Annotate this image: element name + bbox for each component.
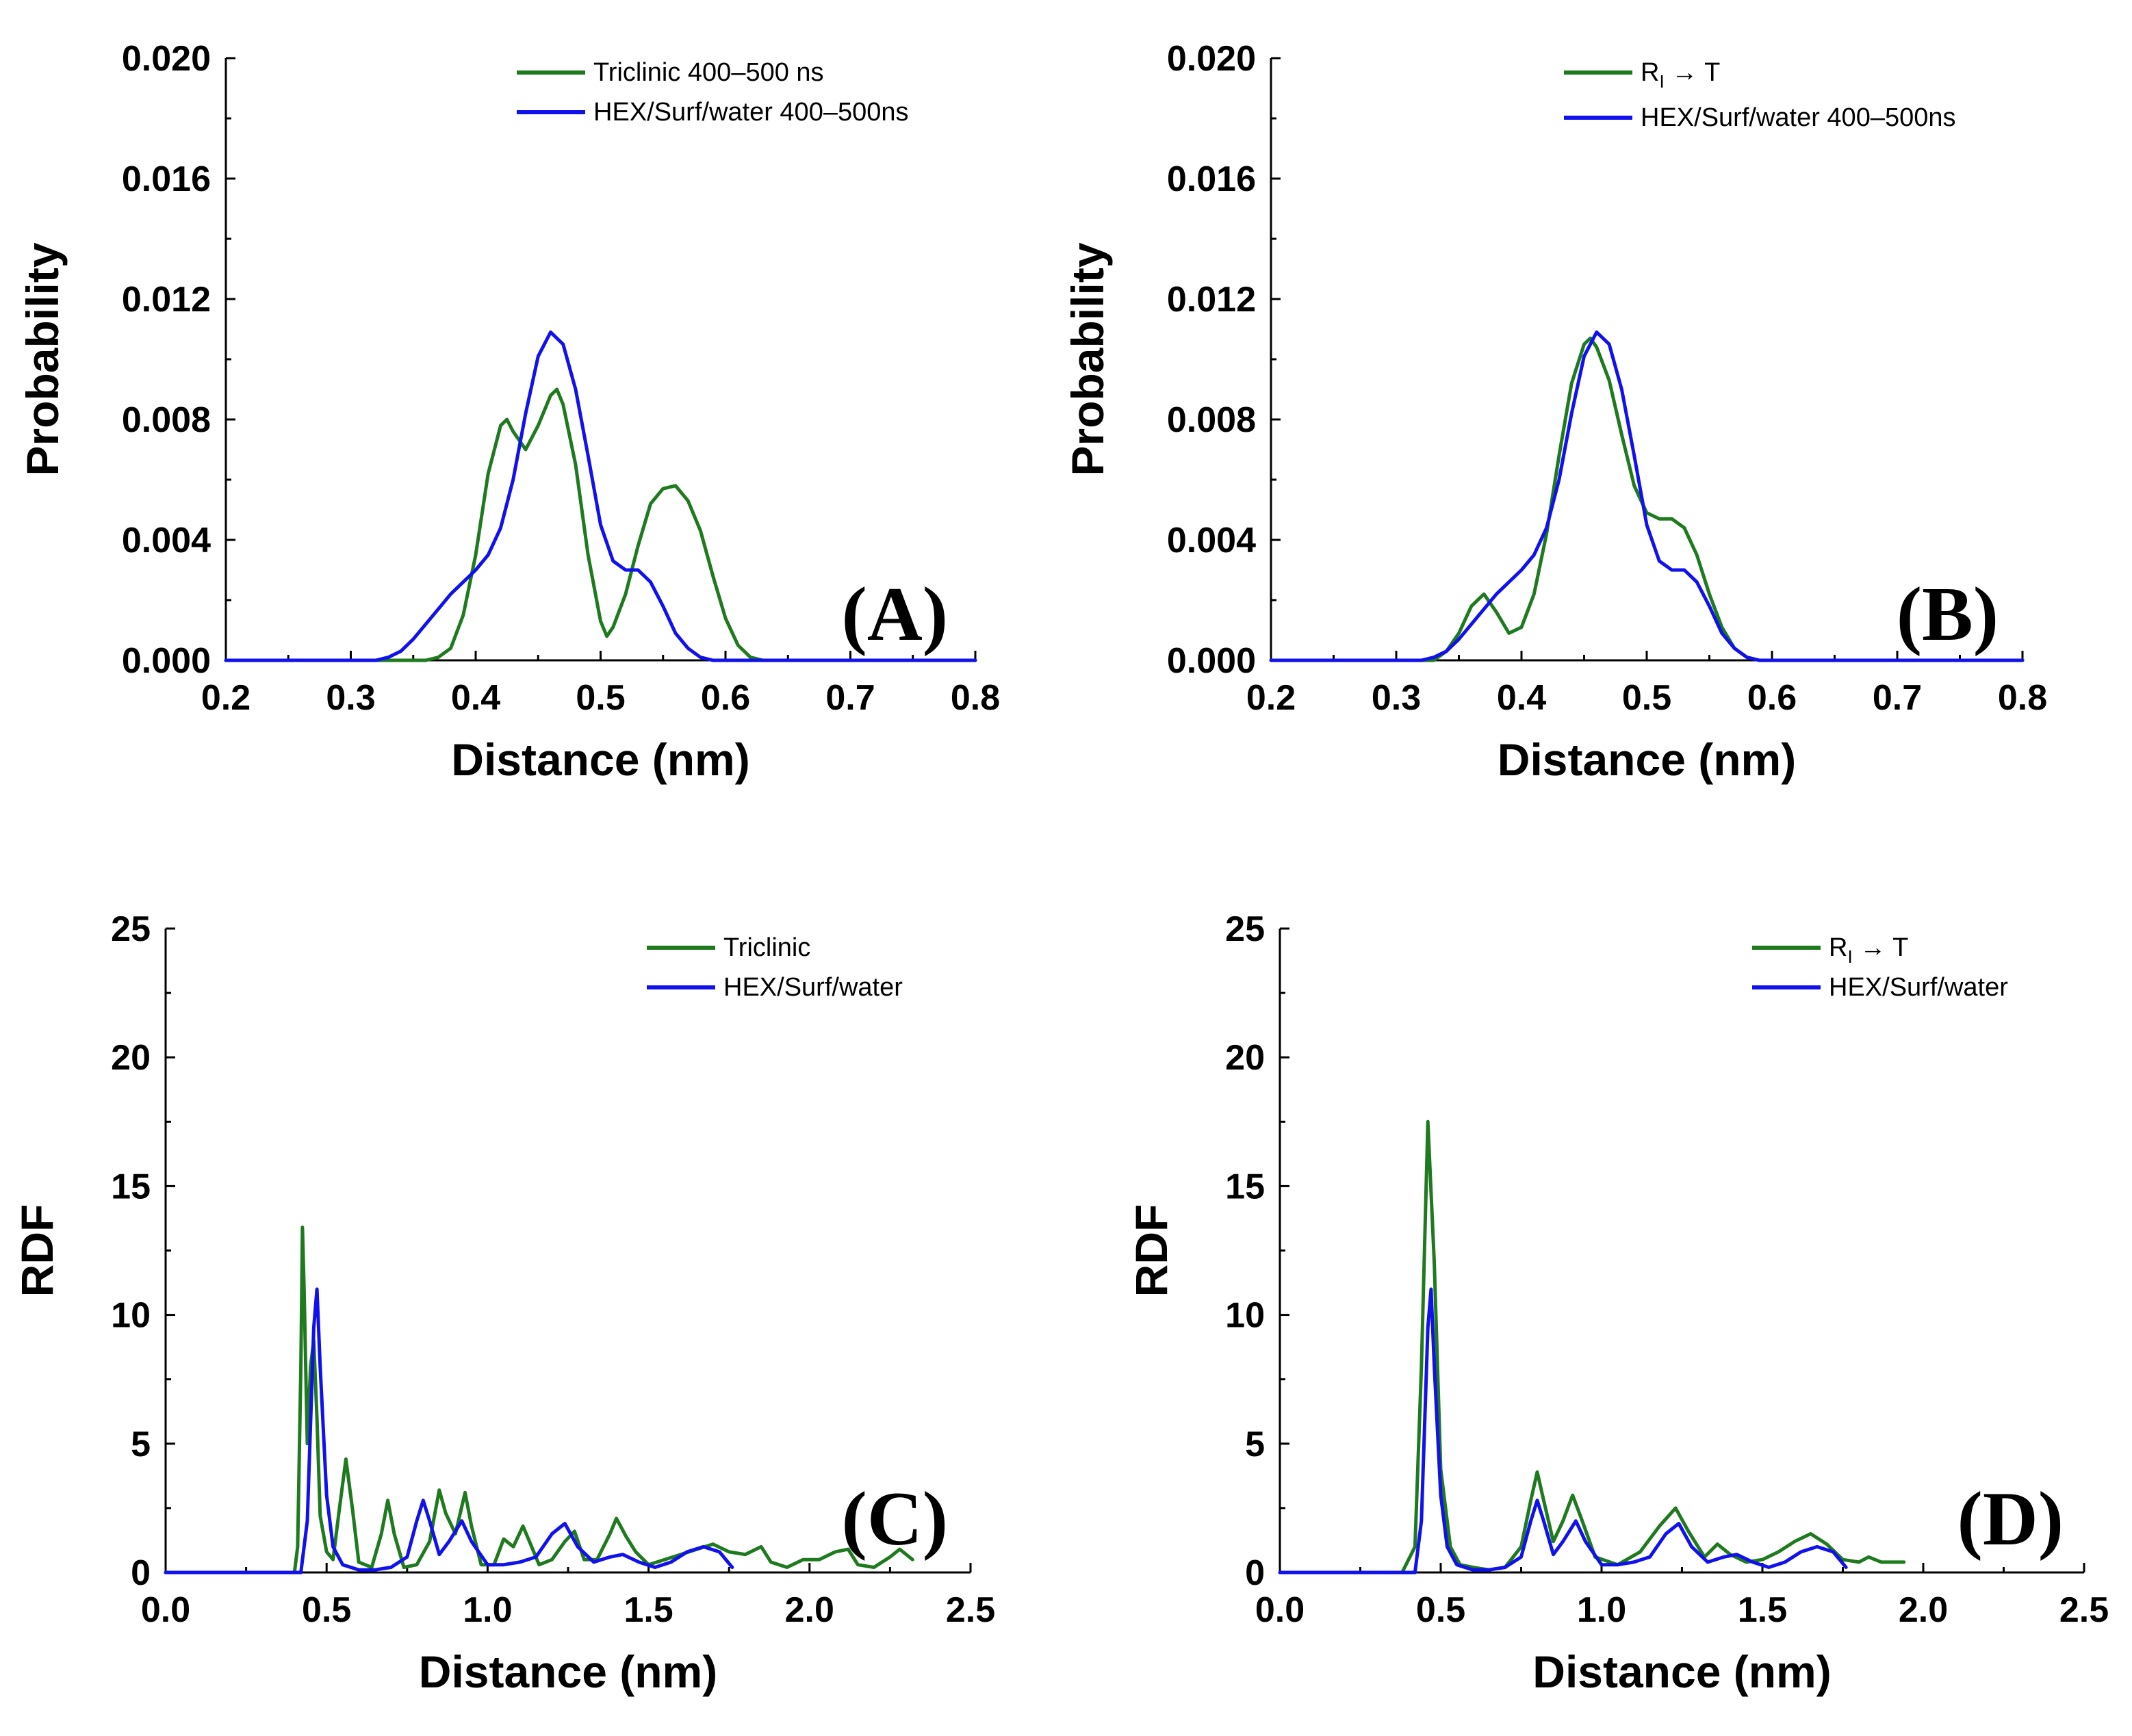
y-tick-label: 0.000 <box>1167 641 1256 681</box>
series-line-blue <box>164 1287 734 1575</box>
chart-panel-2: 0.2 0.3 0.4 0.5 0.6 0.7 0.8 0.000 0.004 0.008 0.01… <box>1062 39 2047 785</box>
y-tick-label: 0.012 <box>122 280 211 320</box>
panel-label: (A) <box>842 572 948 657</box>
legend-label: HEX/Surf/water 400–500ns <box>593 98 909 127</box>
x-tick-label: 0.3 <box>1372 678 1421 718</box>
x-tick-label: 0.7 <box>1873 678 1922 718</box>
x-tick-label: 1.5 <box>624 1590 673 1630</box>
x-tick-label: 0.5 <box>302 1590 351 1630</box>
y-tick-label: 10 <box>1225 1296 1265 1336</box>
y-axis-title: RDF <box>1126 1204 1177 1297</box>
panel-label: (B) <box>1897 572 1999 657</box>
series-line-green <box>164 1226 914 1575</box>
x-tick-label: 2.5 <box>2059 1590 2109 1630</box>
y-tick-label: 0.016 <box>1167 159 1256 199</box>
y-tick-label: 5 <box>1245 1425 1265 1464</box>
x-tick-label: 0.8 <box>951 678 1000 718</box>
panel-label: (D) <box>1957 1477 2064 1562</box>
y-tick-label: 10 <box>111 1296 151 1336</box>
chart-panel-3: 0.0 0.5 1.0 1.5 2.0 2.5 0 5 10 15 20 25 Distance (nm… <box>12 909 995 1697</box>
x-tick-label: 0.6 <box>701 678 750 718</box>
y-tick-label: 0.000 <box>122 641 211 681</box>
x-tick-label: 0.6 <box>1747 678 1797 718</box>
legend: Triclinic HEX/Surf/water <box>647 933 903 1002</box>
legend: RI → T HEX/Surf/water <box>1752 933 2008 1002</box>
series-line-green <box>1278 1119 1906 1575</box>
y-tick-label: 20 <box>111 1038 151 1078</box>
legend: Triclinic 400–500 ns HEX/Surf/water 400–5… <box>517 58 909 127</box>
x-tick-label: 0.8 <box>1998 678 2047 718</box>
x-tick-label: 0.2 <box>201 678 251 718</box>
series-line-blue <box>1269 330 2025 662</box>
x-axis-title: Distance (nm) <box>451 734 749 785</box>
x-axis-title: Distance (nm) <box>1532 1646 1831 1697</box>
y-tick-label: 0.008 <box>1167 400 1256 440</box>
x-tick-label: 2.0 <box>1899 1590 1948 1630</box>
y-tick-label: 5 <box>131 1425 151 1464</box>
series-line-green <box>1269 336 2025 662</box>
x-tick-label: 0.0 <box>141 1590 190 1630</box>
x-axis-title: Distance (nm) <box>419 1646 717 1697</box>
x-tick-label: 0.4 <box>1497 678 1546 718</box>
y-axis-title: RDF <box>12 1204 62 1297</box>
legend-label: HEX/Surf/water <box>723 973 903 1002</box>
x-tick-label: 1.5 <box>1738 1590 1787 1630</box>
series-line-green <box>224 387 977 662</box>
x-tick-label: 0.0 <box>1255 1590 1305 1630</box>
y-tick-label: 15 <box>1225 1167 1265 1206</box>
x-tick-label: 1.0 <box>1577 1590 1626 1630</box>
y-tick-label: 0 <box>1245 1553 1265 1593</box>
x-tick-label: 1.0 <box>463 1590 512 1630</box>
y-tick-label: 0.020 <box>122 39 211 79</box>
y-tick-label: 0.004 <box>1167 521 1256 560</box>
x-tick-label: 0.7 <box>825 678 875 718</box>
x-tick-label: 0.5 <box>1416 1590 1465 1630</box>
legend-label: Triclinic 400–500 ns <box>593 58 824 87</box>
x-tick-label: 0.5 <box>1622 678 1671 718</box>
panel-label: (C) <box>842 1477 948 1562</box>
y-axis-title: Probability <box>1062 242 1113 476</box>
y-tick-label: 0.016 <box>122 159 211 199</box>
y-tick-label: 0 <box>131 1553 151 1593</box>
legend-label: Triclinic <box>723 933 810 962</box>
chart-panel-1: 0.2 0.3 0.4 0.5 0.6 0.7 0.8 0.000 0.004 0.008 0.01… <box>17 39 1000 785</box>
y-axis-title: Probability <box>17 242 68 476</box>
legend: RI → T HEX/Surf/water 400–500ns <box>1564 58 1956 132</box>
x-tick-label: 0.3 <box>326 678 375 718</box>
y-tick-label: 25 <box>111 909 151 949</box>
y-tick-label: 25 <box>1225 909 1265 949</box>
y-tick-label: 0.020 <box>1167 39 1256 79</box>
chart-panel-4: 0.0 0.5 1.0 1.5 2.0 2.5 0 5 10 15 20 25 Distance (nm… <box>1126 909 2109 1697</box>
legend-label: HEX/Surf/water 400–500ns <box>1641 103 1956 132</box>
y-tick-label: 0.008 <box>122 400 211 440</box>
x-tick-label: 0.4 <box>451 678 500 718</box>
y-tick-label: 0.004 <box>122 521 211 560</box>
x-tick-label: 2.0 <box>785 1590 834 1630</box>
x-tick-label: 2.5 <box>946 1590 995 1630</box>
legend-label: RI → T <box>1829 933 1908 967</box>
x-tick-label: 0.5 <box>576 678 625 718</box>
x-axis-title: Distance (nm) <box>1498 734 1796 785</box>
x-tick-label: 0.2 <box>1246 678 1296 718</box>
y-tick-label: 20 <box>1225 1038 1265 1078</box>
y-tick-label: 0.012 <box>1167 280 1256 320</box>
legend-label: RI → T <box>1641 58 1720 92</box>
y-tick-label: 15 <box>111 1167 151 1206</box>
series-line-blue <box>224 330 977 662</box>
legend-label: HEX/Surf/water <box>1829 973 2008 1002</box>
series-line-blue <box>1278 1287 1848 1575</box>
